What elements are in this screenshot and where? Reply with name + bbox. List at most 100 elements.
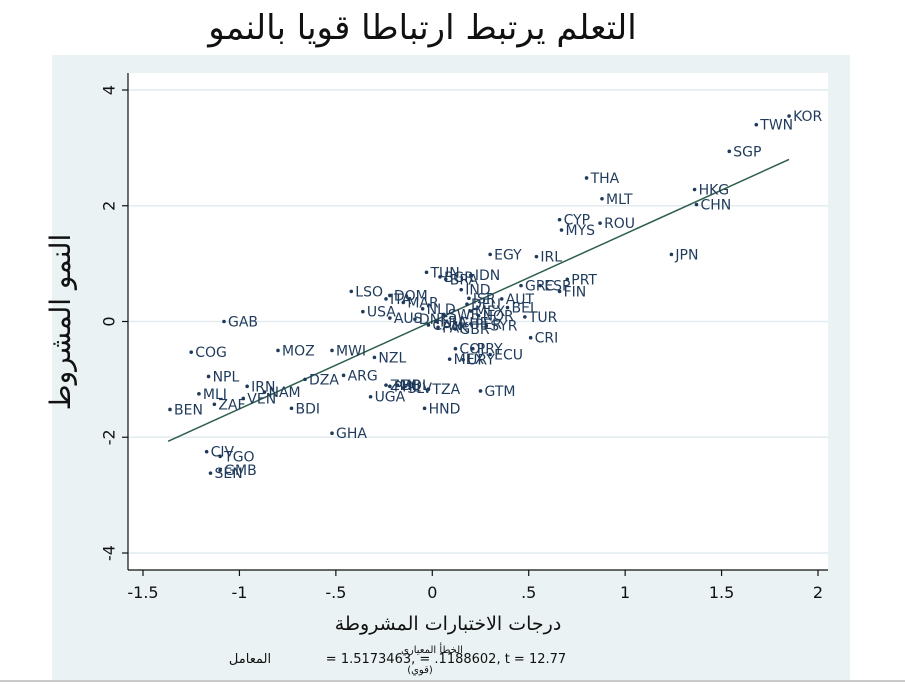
data-point-dnk (413, 317, 417, 321)
point-label-mlt: MLT (606, 192, 633, 208)
y-tick-label: 0 (100, 316, 119, 326)
point-label-chn: CHN (701, 198, 732, 214)
data-point-idn (469, 273, 473, 278)
point-label-syr: SYR (490, 319, 517, 335)
x-tick-label: 0 (427, 583, 437, 602)
data-point-esp (538, 283, 543, 288)
point-label-idn: IDN (475, 268, 500, 284)
data-point-nzl (372, 355, 377, 360)
point-label-ecu: ECU (494, 347, 523, 363)
data-point-ben (168, 407, 172, 412)
data-point-bdi (289, 406, 294, 411)
point-label-zaf: ZAF (218, 397, 245, 413)
point-label-ven: VEN (247, 391, 276, 407)
point-label-nzl: NZL (378, 350, 406, 366)
point-label-tun: TUN (430, 265, 460, 281)
data-point-sgp (727, 149, 732, 154)
data-point-ita (384, 297, 388, 301)
data-point-aus (388, 316, 392, 320)
data-point-tur (523, 315, 527, 319)
data-point-lso (349, 289, 354, 294)
fit-line-group (167, 158, 790, 442)
point-label-nam: NAM (269, 385, 301, 401)
data-point-jpn (669, 252, 674, 257)
data-point-dza (303, 377, 307, 382)
data-point-fra (434, 319, 438, 324)
point-label-mar: MAR (407, 295, 439, 311)
point-label-tgo: TGO (223, 449, 254, 465)
point-label-fin: FIN (564, 284, 587, 300)
point-label-slv: SLV (407, 381, 432, 397)
point-label-cri: CRI (535, 331, 559, 347)
point-label-zmb: ZMB (390, 378, 421, 394)
point-label-arg: ARG (348, 368, 378, 384)
data-point-nld (420, 306, 425, 311)
data-point-mwi (330, 348, 334, 353)
point-label-hkg: HKG (699, 183, 730, 199)
data-point-sen (208, 471, 213, 475)
point-label-tha: THA (590, 171, 620, 187)
grid-lines (128, 89, 828, 554)
point-label-twn: TWN (759, 118, 793, 134)
data-point-egy (488, 252, 492, 257)
data-point-usa (361, 309, 365, 314)
x-tick-label: .5 (521, 583, 536, 602)
point-label-aus: AUS (394, 311, 423, 327)
regression-fit-line (167, 158, 790, 442)
data-point-rou (598, 221, 602, 225)
x-tick-label: 1.5 (709, 583, 734, 602)
data-point-gbr (453, 327, 458, 331)
data-point-hkg (692, 187, 697, 192)
point-label-phl: PHL (394, 379, 421, 395)
point-label-bol: BOL (402, 378, 430, 394)
point-label-irl: IRL (540, 250, 562, 266)
data-point-per (469, 322, 473, 326)
point-label-che: CHE (459, 316, 488, 332)
point-label-hnd: HND (429, 401, 461, 417)
data-point-pry (470, 346, 475, 351)
point-label-isr: ISR (473, 291, 496, 307)
point-label-bdi: BDI (296, 401, 321, 417)
annotation-se-label: الخطأ المعياري (401, 642, 463, 656)
x-tick-label: 2 (813, 583, 823, 602)
point-label-bgr: BGR (444, 270, 474, 286)
point-label-jpn: JPN (674, 247, 698, 263)
point-label-bel: BEL (512, 301, 538, 317)
bottom-divider (0, 680, 905, 682)
axes: -4 -2 0 2 4 -1.5 -1 -.5 0 .5 1 1.5 2 (100, 73, 828, 602)
point-label-nld: NLD (427, 302, 456, 318)
data-point-nor (476, 313, 481, 318)
data-point-nam (262, 390, 267, 394)
data-point-twn (754, 122, 759, 127)
data-point-uga (368, 394, 373, 399)
data-point-arg (341, 373, 346, 378)
data-point-npl (206, 374, 211, 379)
point-label-per: PER (475, 317, 502, 333)
data-point-hnd (422, 406, 427, 411)
data-point-gtm (478, 389, 483, 393)
y-tick-label: -4 (100, 545, 119, 561)
x-tick-label: 1 (620, 583, 630, 602)
data-point-civ (204, 449, 209, 454)
y-tick-label: 4 (100, 85, 119, 95)
point-label-ury: URY (467, 353, 495, 369)
point-label-irn: IRN (251, 379, 275, 395)
data-point-zmb (384, 383, 388, 387)
point-label-gmb: GMB (224, 463, 257, 479)
data-point-ury (461, 357, 465, 362)
data-point-phl (388, 384, 392, 389)
point-label-gab: GAB (228, 315, 258, 331)
point-label-mwi: MWI (336, 343, 366, 359)
data-point-pak (436, 325, 440, 330)
x-tick-label: -.5 (325, 583, 346, 602)
data-point-bra (443, 277, 448, 282)
data-point-tza (426, 387, 431, 392)
data-point-isr (467, 296, 471, 301)
point-label-sgp: SGP (733, 144, 761, 160)
data-point-bgr (438, 275, 442, 279)
point-label-mex: MEX (475, 304, 506, 320)
point-label-gha: GHA (336, 426, 367, 442)
point-label-mli: MLI (203, 387, 227, 403)
data-point-mlt (600, 197, 604, 201)
